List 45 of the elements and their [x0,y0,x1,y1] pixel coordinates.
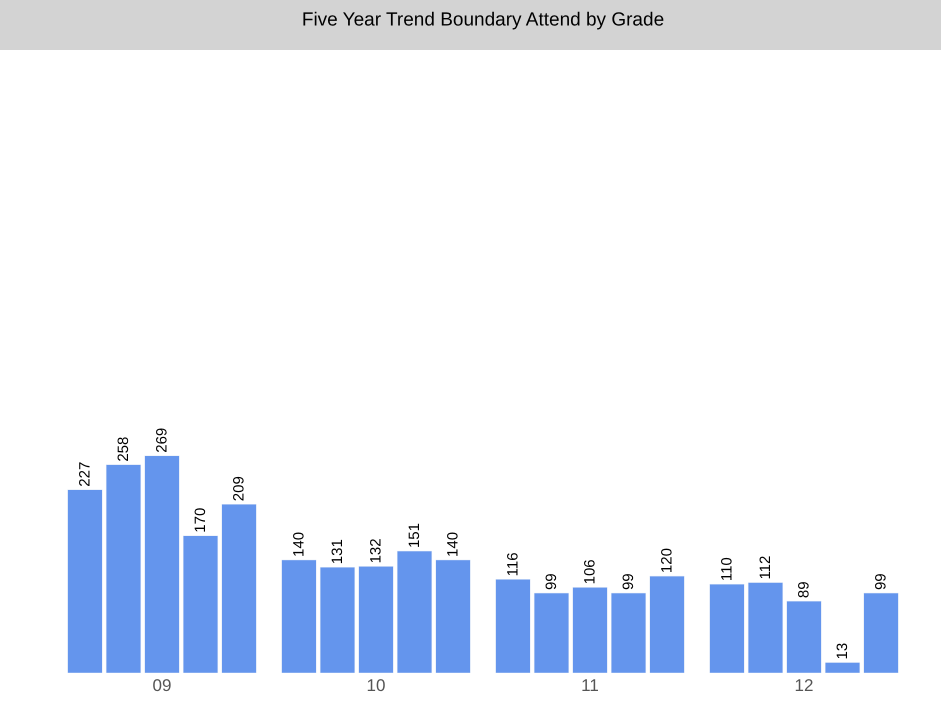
bar [863,592,899,673]
x-tick-label: 09 [152,676,172,695]
data-label: 132 [368,538,384,564]
chart-title: Five Year Trend Boundary Attend by Grade [302,9,664,30]
bar [396,550,432,673]
data-label: 13 [834,642,852,660]
x-tick-label: 10 [366,676,386,695]
data-label: 89 [796,581,812,598]
bar [495,579,531,673]
bar [709,584,745,673]
data-label: 99 [620,573,638,590]
data-label: 106 [582,559,598,584]
bar [649,576,685,673]
bar [67,489,103,673]
data-label: 120 [658,548,676,574]
data-label: 140 [290,532,308,557]
bar [281,560,317,673]
bar [221,504,257,673]
bar [358,566,394,673]
x-tick-label: 11 [581,676,599,695]
data-label: 99 [542,573,560,590]
bar [748,582,784,673]
bar [824,662,860,673]
data-label: 140 [444,532,462,557]
data-label: 112 [756,556,774,580]
data-label: 99 [872,573,890,590]
x-tick-label: 12 [794,676,814,695]
data-label: 151 [406,523,424,548]
data-label: 116 [504,552,522,576]
bar [610,592,646,673]
bar [435,560,471,673]
bar [572,587,608,673]
bar [786,600,822,673]
data-label: 209 [230,476,248,502]
bar [534,592,570,673]
bar [144,456,180,673]
bar [106,464,142,673]
data-label: 258 [114,436,132,462]
bar [182,535,218,673]
data-label: 110 [718,557,736,582]
data-label: 170 [192,508,210,533]
data-label: 227 [76,462,94,487]
bar [320,566,356,673]
data-label: 131 [328,539,346,564]
data-label: 269 [154,428,170,453]
